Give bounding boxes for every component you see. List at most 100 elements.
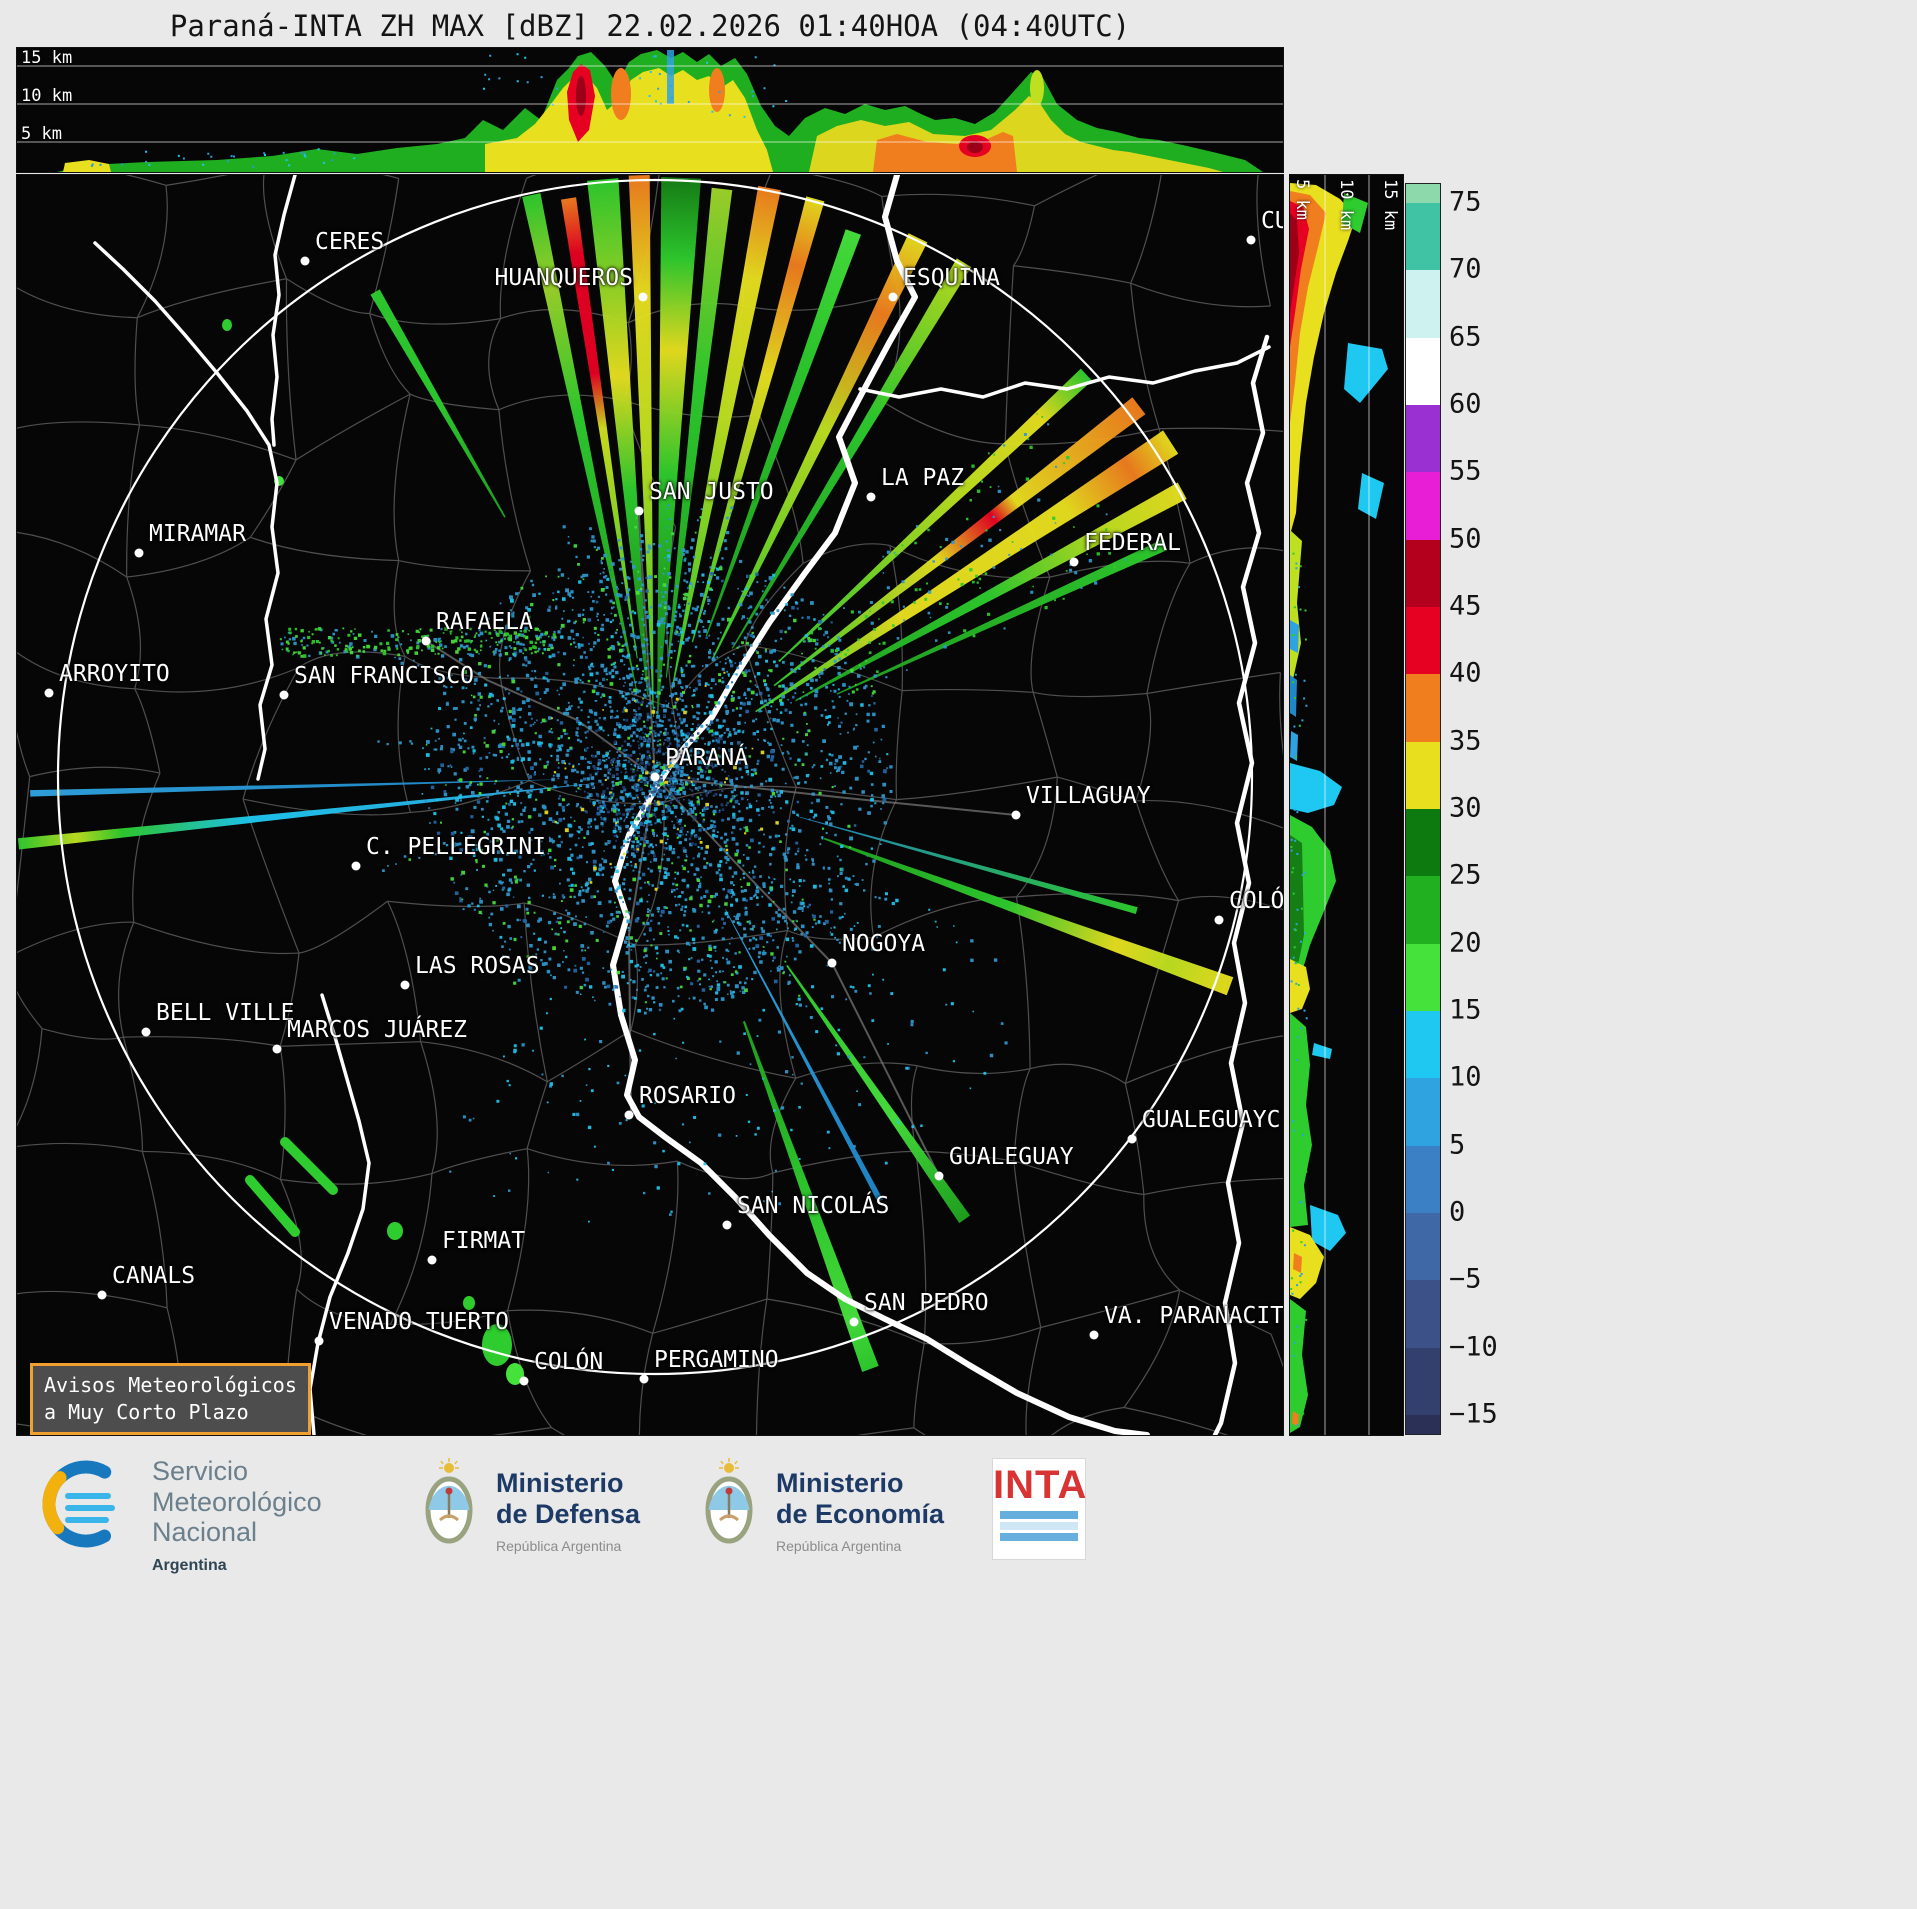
footer: Servicio Meteorológico Nacional Argentin… <box>0 1452 1917 1622</box>
city-dot <box>624 1110 634 1120</box>
height-label-5km-vertical: 5 km <box>1292 179 1312 220</box>
xsec-echo <box>611 68 631 120</box>
colorbar-tick-label: 55 <box>1449 455 1482 487</box>
ministerio-defensa-subtitle: República Argentina <box>496 1537 622 1554</box>
radar-beam <box>823 837 1234 996</box>
radar-beam <box>786 964 971 1224</box>
colorbar-tick-label: 50 <box>1449 523 1482 555</box>
city-dot <box>351 861 361 871</box>
city-dot <box>650 772 660 782</box>
xsec-echo <box>1358 473 1384 519</box>
radar-beam <box>30 779 556 797</box>
ministerio-economia-subtitle: República Argentina <box>776 1537 902 1554</box>
city-dot <box>634 506 644 516</box>
city-label: GUALEGUAY <box>949 1144 1074 1170</box>
city-label: VENADO TUERTO <box>329 1309 510 1335</box>
colorbar-segment <box>1406 184 1440 203</box>
xsec-echo <box>1290 1013 1312 1227</box>
smn-logo-group: Servicio Meteorológico Nacional Argentin… <box>38 1456 322 1575</box>
city-label: BELL VILLE <box>156 1000 295 1026</box>
province-boundary-northwest <box>93 241 280 781</box>
colorbar-tick-label: 60 <box>1449 388 1482 420</box>
colorbar-tick-label: 30 <box>1449 792 1482 824</box>
colorbar-segment <box>1406 741 1440 809</box>
xsec-echo <box>1293 1253 1302 1273</box>
inta-wordmark: INTA <box>993 1463 1088 1507</box>
city-dot <box>1127 1134 1137 1144</box>
ground-clutter-speckle <box>279 413 1126 1223</box>
city-dot <box>827 958 837 968</box>
xsec-echo <box>576 76 586 116</box>
height-label-15km-vertical: 15 km <box>1380 179 1400 231</box>
city-dot <box>1214 915 1224 925</box>
city-dot <box>421 636 431 646</box>
ministerio-economia-logo-group: Ministerio de Economía República Argenti… <box>700 1456 944 1554</box>
xsec-echo <box>63 160 111 172</box>
badge-line1: Avisos Meteorológicos <box>44 1373 297 1397</box>
xsec-echo <box>1342 193 1368 233</box>
city-dot <box>1069 557 1079 567</box>
city-label: ROSARIO <box>639 1083 736 1109</box>
colorbar-segment <box>1406 876 1440 944</box>
province-boundary-southwest <box>308 993 371 1435</box>
colorbar-segment <box>1406 943 1440 1011</box>
radar-beam <box>561 197 638 659</box>
city-label: PARANÁ <box>665 745 749 771</box>
city-label: ESQUINA <box>903 265 1000 291</box>
range-circle <box>56 178 1254 1376</box>
city-label: VA. PARANACIT <box>1104 1303 1284 1329</box>
city-dot <box>934 1171 944 1181</box>
colorbar-tick-label: −15 <box>1449 1398 1498 1430</box>
city-label: COLÓN <box>1229 888 1284 914</box>
radar-beam <box>711 233 928 661</box>
height-label-10km: 10 km <box>21 86 73 106</box>
city-dot <box>44 688 54 698</box>
xsec-echo <box>1290 1299 1308 1433</box>
height-label-10km-vertical: 10 km <box>1336 179 1356 231</box>
city-label: SAN FRANCISCO <box>294 663 475 689</box>
colorbar-segment <box>1406 337 1440 405</box>
radar-beam <box>799 816 1138 914</box>
city-label: FIRMAT <box>442 1228 526 1254</box>
city-labels-layer: CERES HUANQUEROS ESQUINA CU SAN JUSTO LA PAZ M… <box>17 175 1283 1435</box>
xsec-echo <box>1030 70 1044 106</box>
colorbar-tick-labels: 75 70 65 60 55 50 45 40 35 30 25 20 15 10 5 0 −5 −10 −15 <box>1449 183 1529 1435</box>
radar-beam <box>705 229 861 637</box>
ministerio-economia-text: Ministerio de Economía República Argenti… <box>776 1456 944 1554</box>
city-label: FEDERAL <box>1084 530 1181 556</box>
city-dot <box>141 1027 151 1037</box>
colorbar-tick-label: 45 <box>1449 590 1482 622</box>
xsec-echo <box>1290 620 1299 653</box>
radar-beam <box>657 177 701 718</box>
inta-logo: INTA <box>992 1458 1086 1560</box>
city-label: ARROYITO <box>59 661 170 687</box>
xsec-echo <box>1290 763 1342 813</box>
ministerio-defensa-title: Ministerio de Defensa <box>496 1468 640 1530</box>
city-dot <box>427 1255 437 1265</box>
city-dot <box>722 1220 732 1230</box>
city-dot <box>134 548 144 558</box>
city-label: CERES <box>315 229 385 255</box>
colorbar-segment <box>1406 404 1440 473</box>
radar-map-panel: CERES HUANQUEROS ESQUINA CU SAN JUSTO LA PAZ M… <box>16 174 1284 1436</box>
argentina-coat-of-arms-icon <box>425 1458 473 1544</box>
city-label: COLÓN <box>534 1349 604 1375</box>
city-label: GUALEGUAYC <box>1142 1107 1281 1133</box>
colorbar-tick-label: −10 <box>1449 1331 1498 1363</box>
top-cross-section-panel: 15 km 10 km 5 km <box>16 47 1284 173</box>
city-dot <box>638 292 648 302</box>
city-label: PERGAMINO <box>654 1347 779 1373</box>
colorbar-segment <box>1406 1010 1440 1079</box>
colorbar-segment <box>1406 1212 1440 1281</box>
xsec-echo <box>709 68 725 112</box>
city-dot <box>888 292 898 302</box>
city-label: MARCOS JUÁREZ <box>287 1017 468 1043</box>
city-dot <box>314 1336 324 1346</box>
ministry-title-line: de Economía <box>776 1498 945 1529</box>
city-label: RAFAELA <box>436 609 533 635</box>
xsec-echo <box>1290 530 1302 693</box>
city-label: SAN JUSTO <box>649 479 774 505</box>
colorbar-segment <box>1406 1414 1440 1434</box>
colorbar-tick-label: 10 <box>1449 1061 1482 1093</box>
radar-beam <box>725 909 883 1203</box>
